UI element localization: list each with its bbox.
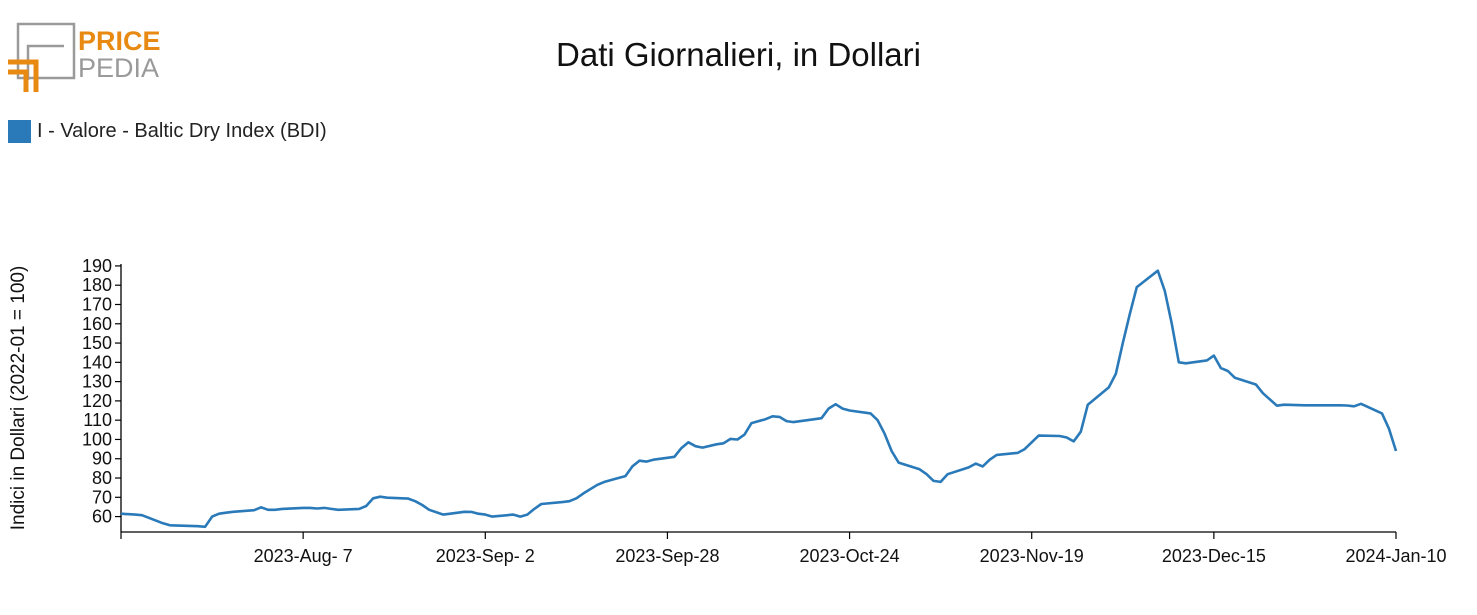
x-axis: 2023-Aug- 7 2023-Sep- 2 2023-Sep-28 2023-Oc… [120,531,1447,566]
chart-title: Dati Giornalieri, in Dollari [556,36,921,73]
x-tick-label: 2023-Sep-28 [615,546,719,566]
legend: I - Valore - Baltic Dry Index (BDI) [8,120,327,143]
logo-mark: PRICE PEDIA [8,22,161,92]
y-axis-title: Indici in Dollari (2022-01 = 100) [8,266,29,531]
x-tick-label: 2023-Oct-24 [800,546,900,566]
pricepedia-logo: PRICE PEDIA [8,22,168,94]
y-tick-label: 180 [82,275,112,295]
y-tick-label: 110 [83,410,112,430]
x-tick-label: 2023-Nov-19 [980,546,1084,566]
y-tick-label: 60 [92,507,112,527]
y-tick-label: 120 [82,391,112,411]
y-tick-label: 100 [82,429,112,449]
legend-label: I - Valore - Baltic Dry Index (BDI) [37,120,327,142]
series-line [120,269,1398,529]
x-tick-label: 2024-Jan-10 [1345,546,1446,566]
y-tick-label: 130 [82,372,112,392]
x-tick-label: 2023-Dec-15 [1162,546,1266,566]
logo-text-price: PRICE [78,26,161,56]
y-tick-label: 150 [82,333,112,353]
legend-swatch [8,120,31,143]
series-layer [120,269,1398,529]
x-tick-label: 2023-Aug- 7 [254,546,353,566]
y-tick-label: 190 [82,256,112,276]
x-tick-label: 2023-Sep- 2 [436,546,535,566]
y-tick-label: 160 [82,314,112,334]
y-tick-label: 90 [92,449,112,469]
y-tick-label: 80 [92,468,112,488]
y-tick-label: 70 [92,487,112,507]
y-tick-label: 140 [82,352,112,372]
y-tick-label: 170 [82,294,112,314]
logo-text-pedia: PEDIA [78,53,159,83]
